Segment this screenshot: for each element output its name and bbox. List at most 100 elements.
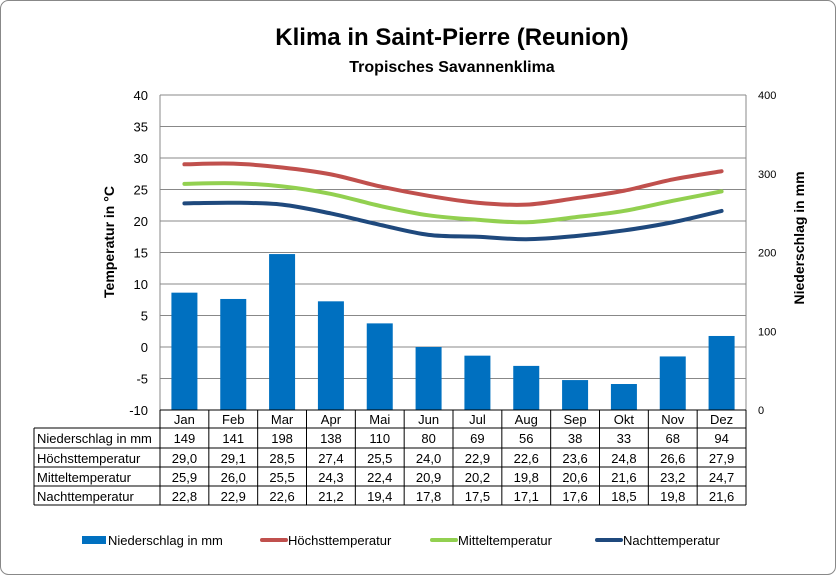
y-right-tick-label: 400 [758,90,776,102]
line-Nachttemperatur [182,200,724,242]
table-cell: 22,6 [514,451,539,466]
y-axis-right-label: Niederschlag in mm [791,171,807,304]
x-tick-label: Dez [710,412,733,427]
x-tick-label: Nov [661,412,685,427]
x-tick-label: Sep [564,412,587,427]
table-cell: 29,1 [221,451,246,466]
table-cell: 149 [174,431,196,446]
table-row-label: Höchsttemperatur [37,451,141,466]
legend-label: Niederschlag in mm [108,533,223,548]
table-cell: 25,9 [172,470,197,485]
y-left-tick-label: 20 [134,214,148,229]
bar-Dez [708,335,735,410]
y-left-tick-label: -5 [136,372,148,387]
table-cell: 94 [714,431,728,446]
bar-Mai [366,323,393,410]
table-cell: 141 [222,431,244,446]
table-cell: 19,4 [367,489,392,504]
legend-label: Nachttemperatur [623,533,720,548]
table-cell: 17,6 [562,489,587,504]
table-cell: 21,2 [318,489,343,504]
table-cell: 24,0 [416,451,441,466]
table-row-label: Mitteltemperatur [37,470,132,485]
table-cell: 27,9 [709,451,734,466]
y-left-tick-label: 30 [134,151,148,166]
table-cell: 23,6 [562,451,587,466]
bar-Feb [220,298,247,410]
table-cell: 26,6 [660,451,685,466]
table-cell: 22,9 [221,489,246,504]
x-tick-label: Jan [174,412,195,427]
y-left-tick-label: 40 [134,88,148,103]
bar-Jul [464,355,491,410]
table-cell: 29,0 [172,451,197,466]
table-cell: 22,8 [172,489,197,504]
x-tick-label: Aug [515,412,538,427]
table-cell: 18,5 [611,489,636,504]
table-cell: 27,4 [318,451,343,466]
table-cell: 38 [568,431,582,446]
table-cell: 26,0 [221,470,246,485]
bar-Jun [415,347,442,410]
chart-title: Klima in Saint-Pierre (Reunion) [275,24,628,51]
table-cell: 110 [369,431,390,446]
table-cell: 20,9 [416,470,441,485]
x-tick-label: Jun [418,412,439,427]
y-right-tick-label: 200 [758,248,776,260]
table-cell: 25,5 [269,470,294,485]
x-tick-label: Mai [369,412,390,427]
y-left-tick-label: 0 [141,340,148,355]
x-tick-label: Jul [469,412,486,427]
table-cell: 24,8 [611,451,636,466]
bar-Apr [317,301,344,410]
x-tick-label: Feb [222,412,244,427]
table-cell: 69 [470,431,484,446]
y-axis-left-label: Temperatur in °C [101,186,117,298]
table-cell: 68 [666,431,680,446]
table-cell: 28,5 [269,451,294,466]
table-cell: 17,5 [465,489,490,504]
table-cell: 17,1 [514,489,539,504]
table-cell: 20,2 [465,470,490,485]
table-cell: 24,3 [318,470,343,485]
table-cell: 23,2 [660,470,685,485]
bar-Jan [171,292,198,410]
table-cell: 198 [271,431,293,446]
table-cell: 20,6 [562,470,587,485]
table-cell: 17,8 [416,489,441,504]
table-cell: 56 [519,431,533,446]
bar-Okt [610,384,637,410]
table-row-label: Nachttemperatur [37,489,134,504]
table-cell: 19,8 [514,470,539,485]
y-right-tick-label: 100 [758,326,776,338]
table-cell: 33 [617,431,631,446]
y-right-tick-label: 0 [758,405,764,417]
table-cell: 22,6 [269,489,294,504]
y-left-tick-label: -10 [129,403,148,418]
bar-Nov [659,356,686,410]
line-Mitteltemperatur [182,181,724,225]
line-Höchsttemperatur [182,161,724,207]
x-tick-label: Apr [321,412,342,427]
table-cell: 19,8 [660,489,685,504]
table-row-label: Niederschlag in mm [37,431,152,446]
x-tick-label: Okt [614,412,635,427]
x-tick-label: Mar [271,412,294,427]
chart-subtitle: Tropisches Savannenklima [349,59,555,76]
legend-swatch [82,536,106,544]
bar-Aug [513,365,540,410]
y-left-tick-label: 35 [134,120,148,135]
y-left-tick-label: 25 [134,183,148,198]
table-cell: 24,7 [709,470,734,485]
table-cell: 22,9 [465,451,490,466]
y-left-tick-label: 10 [134,277,148,292]
y-left-tick-label: 5 [141,309,148,324]
bar-Sep [562,380,589,410]
y-right-tick-label: 300 [758,169,776,181]
legend-label: Höchsttemperatur [288,533,392,548]
y-left-tick-label: 15 [134,246,148,261]
table-cell: 21,6 [709,489,734,504]
bar-Mar [269,254,296,410]
table-cell: 138 [320,431,342,446]
